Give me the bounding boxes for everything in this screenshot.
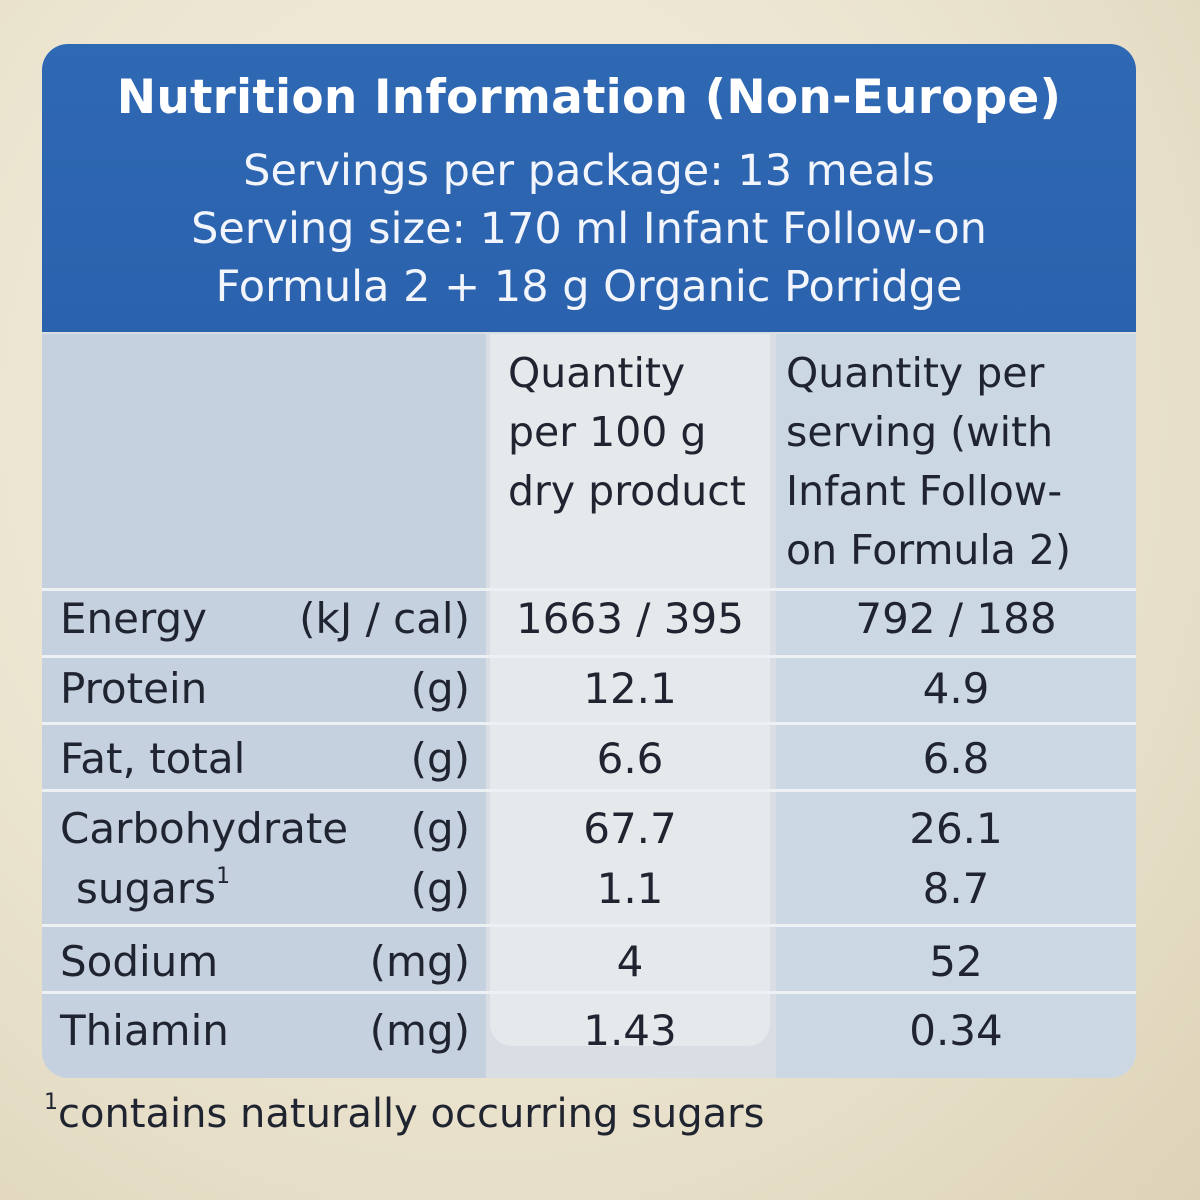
per-100g-header-line: Quantity — [508, 349, 686, 397]
value-per-serving: 6.8 — [922, 734, 990, 783]
value-per-serving: 792 / 188 — [855, 594, 1057, 643]
per-serving-column-header: Quantity per serving (with Infant Follow… — [786, 344, 1136, 580]
value-per-100g: 1.43 — [583, 1006, 677, 1055]
nutrient-row-fat: Fat, total (g) 6.6 6.8 — [42, 734, 1136, 798]
nutrient-name: Carbohydrate — [60, 804, 349, 853]
per-serving-header-line: on Formula 2) — [786, 526, 1071, 574]
footnote-text: contains naturally occurring sugars — [58, 1091, 765, 1137]
nutrient-row-energy: Energy (kJ / cal) 1663 / 395 792 / 188 — [42, 594, 1136, 658]
value-per-100g: 1663 / 395 — [516, 594, 744, 643]
value-per-serving: 26.1 — [909, 804, 1003, 853]
value-per-serving: 52 — [929, 937, 983, 986]
per-100g-header-line: per 100 g — [508, 408, 707, 456]
nutrient-name: Energy — [60, 594, 208, 643]
nutrition-header: Nutrition Information (Non-Europe) Servi… — [42, 44, 1136, 332]
value-per-serving: 8.7 — [922, 864, 990, 913]
per-serving-header-line: Quantity per — [786, 349, 1045, 397]
nutrient-name: Sodium — [60, 937, 219, 986]
row-divider — [42, 722, 1136, 725]
value-per-serving: 4.9 — [922, 664, 990, 713]
serving-size-line-2: Formula 2 + 18 g Organic Porridge — [215, 262, 963, 312]
nutrient-unit: (g) — [410, 804, 470, 853]
nutrient-row-sodium: Sodium (mg) 4 52 — [42, 937, 1136, 1001]
nutrient-unit: (g) — [410, 864, 470, 913]
row-divider — [42, 924, 1136, 927]
nutrient-unit: (g) — [410, 734, 470, 783]
nutrient-unit: (g) — [410, 664, 470, 713]
row-divider — [42, 991, 1136, 994]
nutrient-row-thiamin: Thiamin (mg) 1.43 0.34 — [42, 1006, 1136, 1070]
nutrient-row-carbohydrate: Carbohydrate (g) 67.7 26.1 — [42, 804, 1136, 868]
nutrient-unit: (mg) — [369, 1006, 470, 1055]
nutrient-name: Thiamin — [60, 1006, 229, 1055]
per-100g-header-line: dry product — [508, 467, 746, 515]
nutrient-row-protein: Protein (g) 12.1 4.9 — [42, 664, 1136, 728]
sugars-label: sugars — [76, 864, 217, 913]
per-100g-column-header: Quantity per 100 g dry product — [508, 344, 770, 521]
per-serving-header-line: serving (with — [786, 408, 1054, 456]
nutrient-unit: (kJ / cal) — [299, 594, 470, 643]
nutrition-panel: Nutrition Information (Non-Europe) Servi… — [42, 44, 1136, 1078]
nutrient-name: Fat, total — [60, 734, 246, 783]
nutrient-unit: (mg) — [369, 937, 470, 986]
nutrient-name: sugars1 — [76, 864, 230, 913]
value-per-100g: 6.6 — [596, 734, 664, 783]
row-divider — [42, 789, 1136, 792]
per-serving-header-line: Infant Follow- — [786, 467, 1063, 515]
nutrition-title: Nutrition Information (Non-Europe) — [116, 70, 1062, 125]
value-per-serving: 0.34 — [909, 1006, 1003, 1055]
serving-size-line-1: Serving size: 170 ml Infant Follow-on — [191, 204, 987, 254]
value-per-100g: 67.7 — [583, 804, 677, 853]
per-serving-column — [776, 334, 1136, 1078]
footnote: 1contains naturally occurring sugars — [44, 1090, 764, 1137]
nutrient-row-sugars: sugars1 (g) 1.1 8.7 — [42, 864, 1136, 928]
row-divider — [42, 655, 1136, 658]
label-column — [42, 334, 486, 1078]
footnote-marker: 1 — [216, 864, 231, 889]
footnote-marker: 1 — [44, 1090, 58, 1115]
value-per-100g: 12.1 — [583, 664, 677, 713]
value-per-100g: 1.1 — [596, 864, 664, 913]
value-per-100g: 4 — [616, 937, 644, 986]
nutrient-name: Protein — [60, 664, 208, 713]
per-100g-column — [490, 334, 770, 1046]
servings-per-package: Servings per package: 13 meals — [243, 146, 935, 196]
row-divider — [42, 588, 1136, 591]
